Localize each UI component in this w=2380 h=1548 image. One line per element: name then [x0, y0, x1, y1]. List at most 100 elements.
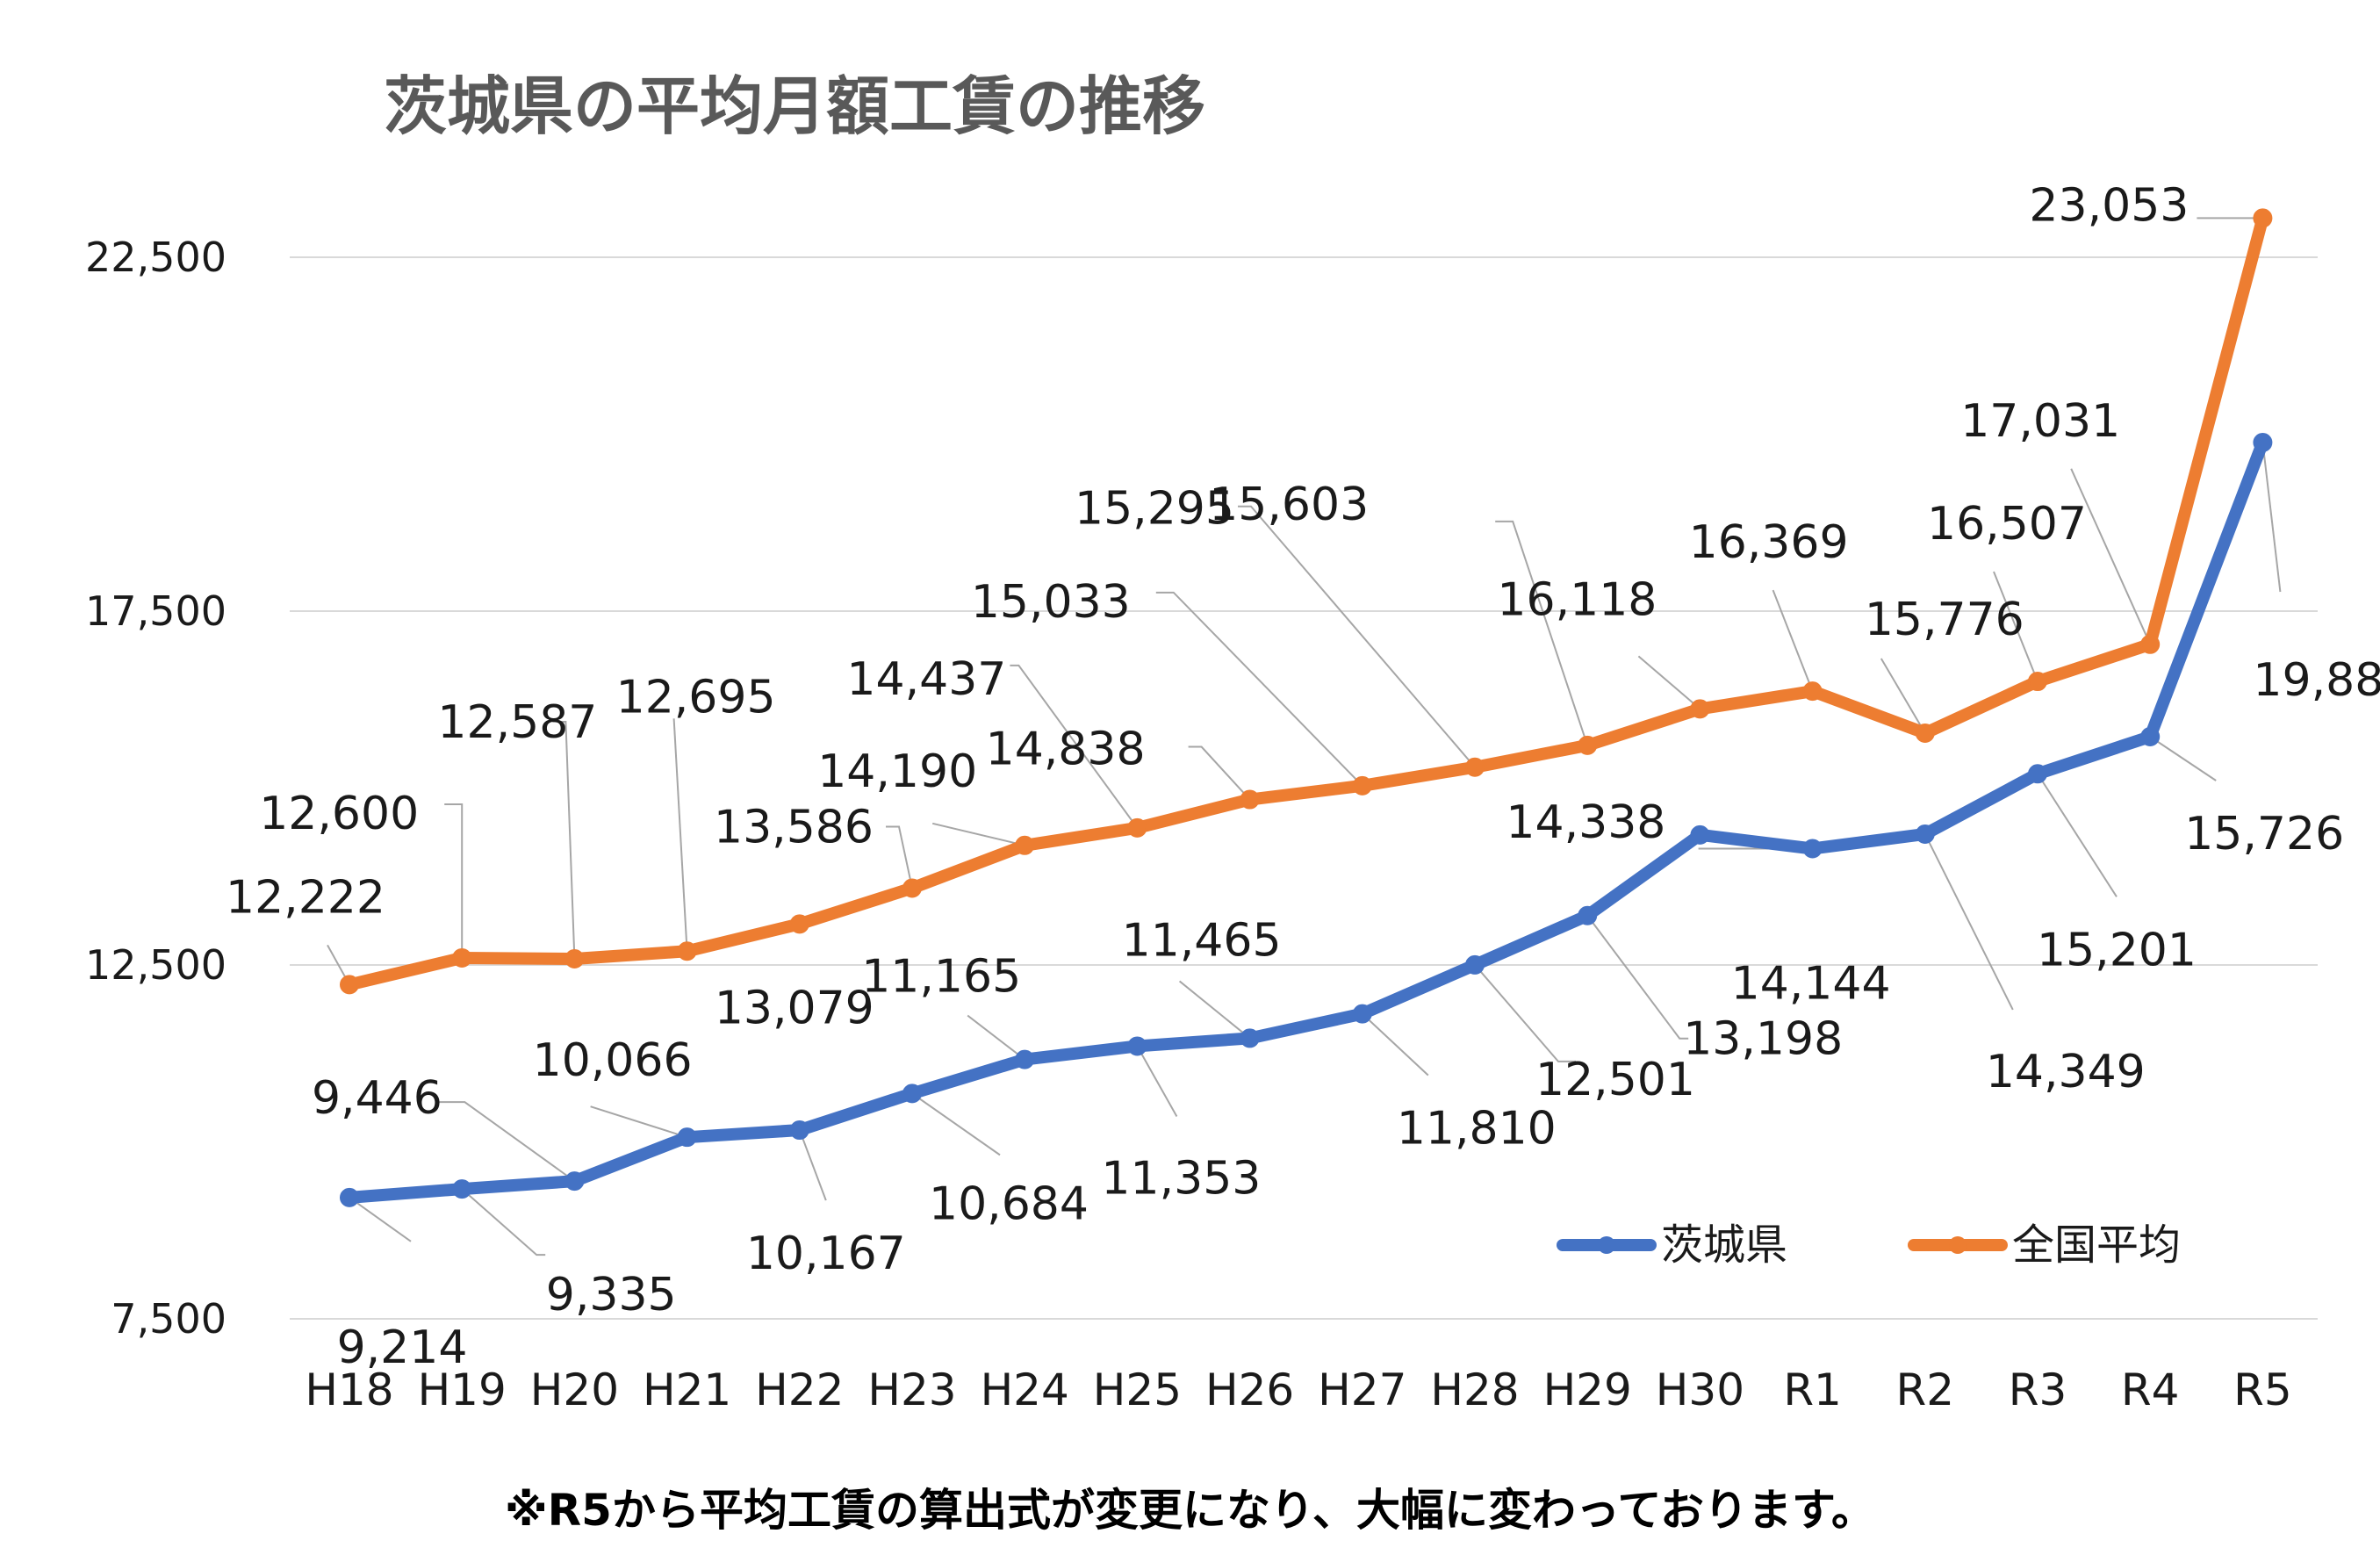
leader-line: [461, 1188, 546, 1256]
data-point: [1015, 1049, 1035, 1069]
data-label: 14,338: [1506, 796, 1665, 849]
data-point: [564, 948, 585, 968]
data-label: 12,695: [616, 671, 776, 724]
data-label: 16,118: [1497, 573, 1657, 626]
leader-line: [1155, 591, 1363, 787]
leader-line: [1880, 658, 1926, 734]
data-point: [2028, 764, 2047, 784]
leader-line: [349, 1197, 412, 1242]
data-label: 15,776: [1865, 594, 2024, 646]
data-point: [1127, 1036, 1147, 1056]
leader-line: [552, 720, 576, 960]
x-tick-label: H19: [418, 1364, 507, 1415]
series-line: [343, 436, 2269, 1204]
leader-line: [438, 1101, 575, 1182]
leader-line: [1238, 505, 1476, 768]
x-tick-label: R3: [2009, 1364, 2067, 1415]
x-axis-ticks: H18 H19 H20 H21 H22 H23 H24 H25 H26 H27 H28 H29 H30 R…: [305, 1364, 2291, 1415]
leader-line: [1586, 915, 1689, 1040]
chart-title: 茨城県の平均月額工賃の推移: [383, 69, 1205, 143]
data-point: [1690, 699, 1710, 719]
chart-footnote: ※R5から平均工賃の算出式が変更になり、大幅に変わっております。: [505, 1485, 1875, 1536]
leader-line: [967, 1014, 1025, 1061]
leader-line: [1188, 745, 1251, 801]
data-point: [1915, 723, 1935, 743]
data-label: 17,031: [1960, 395, 2120, 448]
data-point: [789, 1120, 809, 1141]
data-point: [1465, 954, 1485, 975]
data-point: [2140, 634, 2161, 654]
legend-label: 茨城県: [1661, 1220, 1787, 1270]
x-tick-label: H21: [643, 1364, 731, 1415]
data-label: 16,507: [1927, 498, 2087, 551]
data-label: 10,167: [746, 1228, 906, 1280]
data-label: 9,214: [337, 1321, 468, 1374]
x-tick-label: R4: [2121, 1364, 2180, 1415]
y-tick-label: 22,500: [85, 234, 226, 281]
y-tick-label: 7,500: [111, 1295, 226, 1343]
leader-line: [798, 1129, 827, 1201]
data-label: 14,349: [1986, 1046, 2146, 1098]
leader-line: [886, 825, 913, 889]
data-labels: 9,2149,3359,44610,06610,16710,68411,1651…: [226, 179, 2380, 1373]
x-tick-label: H23: [867, 1364, 956, 1415]
data-label: 14,144: [1731, 957, 1891, 1010]
x-tick-label: H27: [1318, 1364, 1406, 1415]
data-point: [340, 1187, 359, 1207]
data-label: 13,586: [714, 801, 874, 853]
x-tick-label: H22: [755, 1364, 844, 1415]
data-label: 12,600: [259, 788, 419, 840]
data-point: [1802, 839, 1823, 859]
x-tick-label: H30: [1656, 1364, 1744, 1415]
leader-line: [590, 1105, 687, 1139]
y-axis-ticks: 7,500 12,500 17,500 22,500: [85, 234, 226, 1343]
data-point: [2028, 672, 2047, 692]
leader-line: [1993, 571, 2038, 682]
data-label: 14,838: [986, 724, 1146, 776]
x-tick-label: R1: [1783, 1364, 1842, 1415]
x-tick-label: H26: [1205, 1364, 1294, 1415]
x-tick-label: R5: [2233, 1364, 2292, 1415]
data-point: [902, 878, 922, 898]
leader-line: [2261, 442, 2282, 593]
data-label: 12,587: [437, 696, 597, 749]
series-line: [343, 212, 2269, 991]
data-label: 10,066: [533, 1034, 693, 1087]
legend-marker: [1949, 1236, 1967, 1254]
data-label: 11,353: [1101, 1152, 1261, 1205]
legend: 茨城県 全国平均: [1557, 1220, 2181, 1270]
leader-line: [1178, 980, 1251, 1040]
data-label: 15,295: [1075, 483, 1234, 536]
data-label: 15,033: [971, 576, 1131, 629]
leader-line: [1923, 833, 2014, 1011]
data-point: [340, 975, 359, 995]
leader-line: [1495, 520, 1589, 746]
data-point: [1915, 824, 1935, 844]
x-tick-label: H18: [305, 1364, 393, 1415]
data-label: 13,079: [715, 982, 874, 1034]
data-point: [1578, 735, 1598, 755]
data-point: [2253, 433, 2273, 453]
data-point: [1352, 1004, 1372, 1024]
leader-line: [911, 1092, 1001, 1156]
data-point: [452, 947, 472, 968]
data-point: [677, 1127, 697, 1148]
data-label: 11,810: [1397, 1103, 1557, 1156]
x-tick-label: R2: [1896, 1364, 1955, 1415]
leader-line: [931, 822, 1025, 846]
leader-line: [2149, 736, 2217, 781]
data-label: 11,165: [861, 951, 1021, 1004]
leader-line: [672, 718, 688, 952]
data-point: [1127, 817, 1147, 838]
data-point: [1465, 757, 1485, 777]
data-label: 14,437: [846, 653, 1006, 706]
data-label: 15,201: [2037, 924, 2197, 976]
data-label: 9,446: [312, 1072, 442, 1125]
data-label: 14,190: [817, 745, 977, 798]
grid-lines: [290, 256, 2318, 1320]
leader-line: [1136, 1045, 1178, 1117]
data-point: [564, 1171, 585, 1192]
data-point: [452, 1179, 472, 1199]
x-tick-label: H20: [530, 1364, 619, 1415]
data-point: [1240, 789, 1260, 810]
